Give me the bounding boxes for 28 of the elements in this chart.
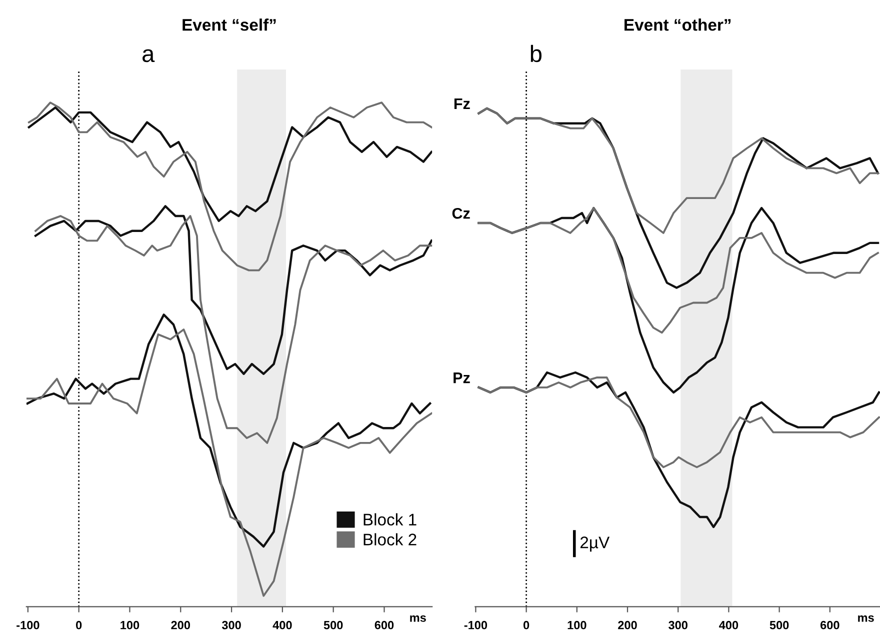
text: a [142, 49, 155, 62]
text: Pz [454, 372, 470, 384]
x-tick-label: 600 [820, 620, 840, 630]
x-tick-label: 300 [222, 620, 241, 630]
x-tick-label: 0 [523, 620, 530, 630]
text: b [530, 44, 542, 62]
x-tick-label: 100 [120, 620, 140, 630]
annotation: 2µV [580, 536, 610, 552]
x-tick-label: 300 [668, 620, 688, 630]
chart-title: Event “self” [182, 18, 276, 31]
x-tick-label: 400 [272, 620, 292, 630]
x-tick-label: 600 [374, 620, 394, 630]
x-tick-label: 500 [324, 620, 343, 630]
chart-title: Event “other” [624, 18, 731, 31]
x-tick-label: 100 [568, 620, 586, 630]
x-tick-label: 400 [719, 620, 738, 630]
x-tick-label: -100 [464, 620, 488, 630]
text: Fz [454, 98, 470, 109]
text: Cz [452, 208, 470, 219]
legend-label: Block 1 [364, 513, 416, 526]
x-tick-label: 500 [770, 620, 789, 630]
x-tick-label: 0 [76, 620, 82, 630]
x-tick-label: -100 [16, 620, 40, 630]
x-axis-title: ms [858, 615, 874, 622]
x-tick-label: 200 [171, 620, 190, 630]
x-axis-title: ms [410, 615, 426, 622]
x-tick-label: 200 [618, 620, 637, 630]
legend-label: Block 2 [364, 533, 416, 546]
